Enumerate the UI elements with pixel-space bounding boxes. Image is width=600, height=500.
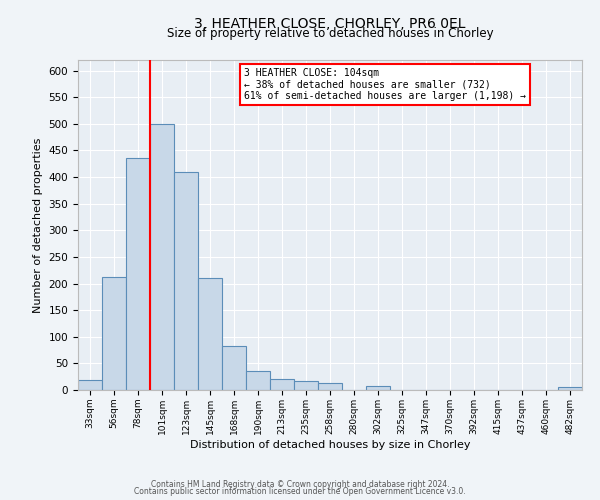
Bar: [174, 172, 198, 390]
Bar: [102, 277, 126, 390]
Bar: [318, 383, 342, 390]
Bar: [270, 380, 294, 390]
Bar: [222, 346, 246, 390]
Text: Size of property relative to detached houses in Chorley: Size of property relative to detached ho…: [167, 28, 493, 40]
Bar: [126, 158, 150, 390]
X-axis label: Distribution of detached houses by size in Chorley: Distribution of detached houses by size …: [190, 440, 470, 450]
Text: 3, HEATHER CLOSE, CHORLEY, PR6 0EL: 3, HEATHER CLOSE, CHORLEY, PR6 0EL: [194, 18, 466, 32]
Y-axis label: Number of detached properties: Number of detached properties: [33, 138, 43, 312]
Bar: [366, 386, 390, 390]
Bar: [150, 124, 174, 390]
Bar: [294, 381, 318, 390]
Text: 3 HEATHER CLOSE: 104sqm
← 38% of detached houses are smaller (732)
61% of semi-d: 3 HEATHER CLOSE: 104sqm ← 38% of detache…: [244, 68, 526, 102]
Text: Contains public sector information licensed under the Open Government Licence v3: Contains public sector information licen…: [134, 487, 466, 496]
Bar: [198, 278, 222, 390]
Bar: [558, 388, 582, 390]
Bar: [78, 380, 102, 390]
Bar: [246, 372, 270, 390]
Text: Contains HM Land Registry data © Crown copyright and database right 2024.: Contains HM Land Registry data © Crown c…: [151, 480, 449, 489]
